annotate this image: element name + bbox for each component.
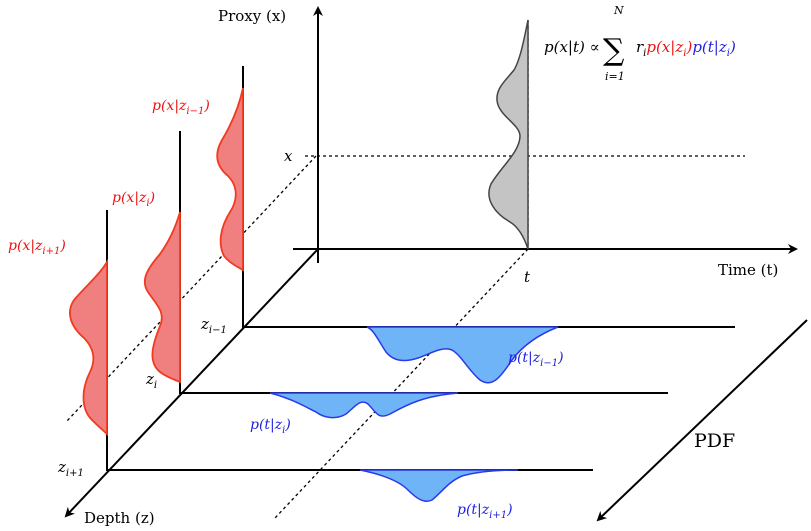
- depth-tick-z-im1: zi−1: [200, 315, 227, 336]
- blue-pdf-z-im1: [366, 326, 559, 384]
- red-pdf-z-ip1: [69, 258, 108, 437]
- red-label-z-ip1: p(x|zi+1): [8, 238, 66, 257]
- formula-lhs: p(x|t) ∝: [544, 38, 600, 56]
- depth-tick-z-ip1: zi+1: [57, 458, 84, 479]
- gray-pdf-curve: [488, 19, 529, 250]
- blue-pdf-z-ip1: [359, 469, 519, 502]
- t-tick-label: t: [524, 268, 531, 286]
- pdf-label: PDF: [694, 430, 735, 452]
- time-axis-label: Time (t): [718, 261, 778, 279]
- blue-label-z-im1: p(t|zi−1): [508, 350, 564, 369]
- red-label-z-im1: p(x|zi−1): [152, 98, 210, 117]
- formula-blue-term: p(t|z: [692, 38, 727, 56]
- depth-axis-label: Depth (z): [84, 509, 155, 527]
- t-depth-guide: [274, 248, 529, 519]
- red-pdf-z-im1: [216, 87, 244, 272]
- x-tick-label: x: [284, 147, 293, 165]
- x-depth-guide: [65, 155, 317, 423]
- formula-weight: r: [636, 38, 644, 56]
- depth-axis: [64, 248, 319, 518]
- formula: p(x|t) ∝ N ∑ i=1 rip(x|zi)p(t|zi): [544, 4, 736, 83]
- proxy-axis-label: Proxy (x): [218, 7, 286, 25]
- formula-sum-upper: N: [613, 4, 624, 17]
- blue-label-z-i: p(t|zi): [250, 417, 291, 436]
- formula-sum-symbol: ∑: [603, 33, 625, 68]
- red-label-z-i: p(x|zi): [112, 190, 155, 209]
- formula-red-term: p(x|z: [646, 38, 683, 56]
- red-pdf-z-i: [143, 211, 181, 384]
- blue-pdf-z-i: [269, 392, 459, 419]
- depth-tick-z-i: zi: [145, 370, 157, 391]
- formula-rhs: rip(x|zi)p(t|zi): [636, 38, 736, 59]
- blue-label-z-ip1: p(t|zi+1): [457, 502, 513, 521]
- formula-sum-lower: i=1: [605, 70, 625, 83]
- pdf-arrow: [596, 319, 808, 522]
